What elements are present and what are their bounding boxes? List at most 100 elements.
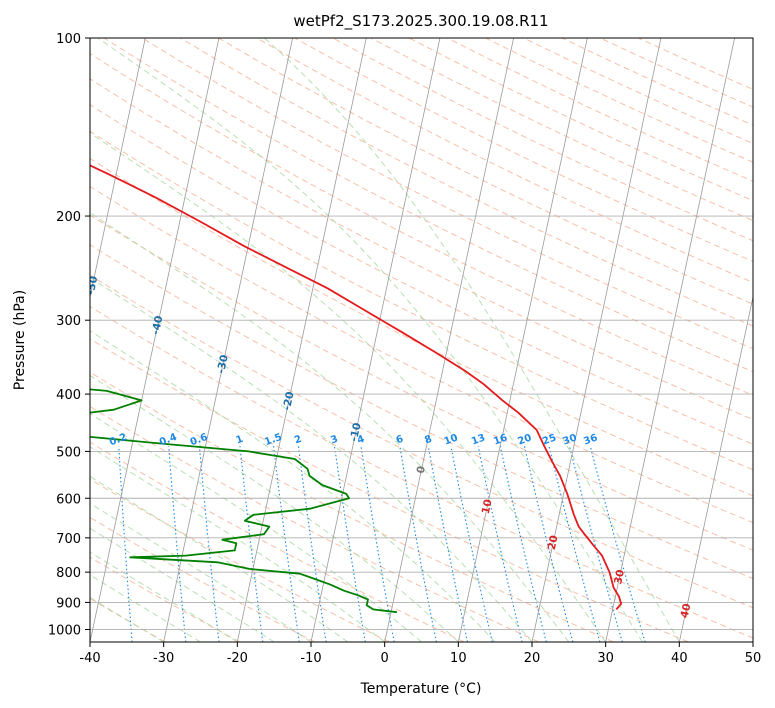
mixing-ratio-label: 0.2 (108, 432, 128, 448)
isotherm-label: 10 (480, 498, 495, 515)
mixing-ratio-line (548, 446, 601, 642)
isotherm-line (90, 38, 146, 299)
dry-adiabat (256, 38, 753, 284)
mixing-ratio-line (239, 446, 264, 642)
dry-adiabat (90, 338, 689, 642)
mixing-ratio-line (450, 446, 493, 642)
dry-adiabat (90, 556, 241, 642)
y-tick-label: 500 (56, 445, 81, 460)
mixing-ratio-label: 3 (329, 434, 339, 447)
isotherm-line (90, 38, 220, 642)
mixing-ratio-label: 1.5 (263, 432, 283, 448)
isotherm-line (457, 38, 588, 642)
moist-adiabat (90, 527, 275, 642)
dry-adiabat (409, 38, 753, 202)
mixing-ratio-label: 8 (423, 434, 433, 447)
y-tick-label: 1000 (48, 623, 81, 638)
mixing-ratio-label: 2 (293, 434, 303, 447)
data-series (90, 164, 623, 614)
y-axis-label: Pressure (hPa) (12, 290, 28, 390)
y-tick-label: 400 (56, 388, 81, 403)
mixing-ratio-line (589, 446, 646, 642)
mixing-ratio-line (273, 446, 300, 642)
isotherm-line (605, 38, 736, 642)
mixing-ratio-label: 6 (395, 434, 405, 447)
isotherm-line (384, 38, 515, 642)
dry-adiabat (90, 104, 753, 445)
dry-adiabat (637, 38, 753, 90)
x-tick-label: 0 (381, 651, 389, 666)
y-tick-label: 900 (56, 596, 81, 611)
temperature-profile (90, 164, 623, 610)
moist-adiabat (90, 413, 422, 642)
mixing-ratio-line (568, 446, 623, 642)
line-labels: -100-90-80-70-60-50-40-30-20-10010203040… (90, 275, 694, 619)
mixing-ratio-label: 0.4 (158, 432, 178, 448)
mixing-ratio-label: 0.6 (189, 432, 209, 448)
isotherm-line (752, 640, 753, 642)
mixing-ratio-label: 13 (470, 433, 487, 448)
y-tick-label: 800 (56, 566, 81, 581)
isotherm-line (678, 295, 753, 642)
y-tick-label: 700 (56, 532, 81, 547)
mixing-ratio-line (427, 446, 469, 642)
dry-adiabat (90, 185, 753, 524)
isotherm-line (531, 38, 662, 642)
y-tick-label: 600 (56, 492, 81, 507)
moist-adiabat (90, 551, 238, 642)
dry-adiabat (90, 371, 614, 642)
chart-title: wetPf2_S173.2025.300.19.08.R11 (293, 12, 548, 31)
isotherm-label: -30 (215, 354, 231, 375)
dry-adiabat (561, 38, 753, 126)
x-tick-label: -20 (227, 651, 248, 666)
moist-adiabat (90, 502, 312, 642)
mixing-ratio-line (523, 446, 574, 642)
x-tick-label: -30 (153, 651, 174, 666)
mixing-ratio-label: 30 (562, 432, 579, 447)
mixing-ratio-label: 36 (582, 433, 599, 448)
dry-adiabat (218, 38, 753, 305)
moist-adiabat (90, 374, 459, 642)
x-tick-label: 40 (671, 651, 688, 666)
mixing-ratio-line (399, 446, 437, 642)
mixing-ratio-label: 20 (516, 432, 533, 447)
mixing-ratio-line (168, 446, 187, 642)
mixing-ratio-line (477, 446, 523, 642)
dry-adiabat (90, 405, 540, 642)
mixing-ratio-label: 10 (443, 432, 460, 447)
x-tick-label: 50 (745, 651, 762, 666)
isotherm-label: 0 (415, 465, 428, 475)
mixing-ratio-label: 16 (492, 433, 509, 448)
dry-adiabat (90, 244, 753, 580)
dry-adiabat (332, 38, 753, 242)
dry-adiabat (180, 38, 753, 327)
dry-adiabat (90, 441, 465, 642)
dry-adiabat (90, 478, 390, 642)
dry-adiabat (103, 38, 753, 373)
mixing-ratio-label: 25 (541, 432, 558, 447)
moist-adiabat (90, 330, 496, 642)
mixing-ratio-label: 1 (234, 434, 244, 447)
axes: -40 -30 -20 -10 0 10 20 30 40 5010020030040050060… (48, 32, 761, 666)
isotherm-line (310, 38, 441, 642)
moist-adiabat (90, 574, 201, 642)
isotherm-label: -20 (281, 391, 297, 412)
dry-adiabat (90, 597, 166, 642)
moist-adiabat (97, 38, 643, 642)
mixing-ratio-line (499, 446, 547, 642)
dry-adiabat (90, 274, 753, 609)
isotherm-line (0, 38, 72, 642)
isotherm-label: 30 (612, 569, 627, 586)
mixing-ratio-line (297, 446, 327, 642)
dry-adiabat (90, 157, 753, 497)
moist-adiabat (90, 132, 607, 642)
isotherm-label: 40 (679, 602, 694, 619)
dry-adiabat (294, 38, 753, 262)
background-lines (0, 38, 753, 642)
isotherm-label: 20 (546, 534, 561, 551)
x-tick-label: 20 (524, 651, 541, 666)
dry-adiabat (523, 38, 753, 145)
mixing-ratio-line (360, 446, 395, 642)
moist-adiabat (90, 475, 349, 642)
